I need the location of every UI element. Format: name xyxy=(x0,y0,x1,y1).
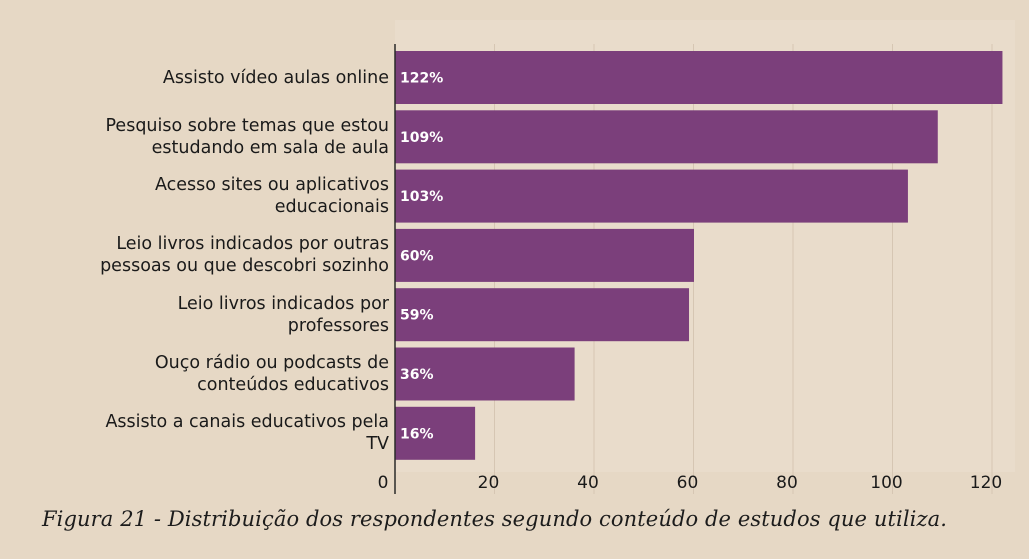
data-label: 60% xyxy=(400,248,434,264)
bar xyxy=(395,110,938,164)
x-tick-label: 0 xyxy=(378,473,389,493)
data-label: 59% xyxy=(400,308,434,324)
data-label: 16% xyxy=(400,426,434,442)
bar xyxy=(395,169,908,223)
category-label: Ouço rádio ou podcasts de conteúdos educ… xyxy=(154,353,389,395)
x-tick-label: 120 xyxy=(970,473,1002,493)
category-label: Assisto a canais educativos pela TV xyxy=(105,412,389,455)
data-label: 122% xyxy=(400,71,443,87)
bar xyxy=(395,406,476,460)
data-label: 103% xyxy=(400,189,443,205)
category-label: Pesquiso sobre temas que estou estudando… xyxy=(105,115,390,158)
x-tick-label: 80 xyxy=(776,473,798,493)
bar xyxy=(395,288,690,342)
category-label: Leio livros indicados por outras pessoas… xyxy=(100,234,389,277)
category-label: Leio livros indicados por professores xyxy=(177,293,389,336)
x-tick-label: 60 xyxy=(677,473,699,493)
bar-chart: 122% 109% 103% 60% 59% 36% 16% 0 20 40 60 80 100 120 xyxy=(377,44,1003,494)
bar xyxy=(395,347,575,401)
category-label: Assisto vídeo aulas online xyxy=(162,67,389,88)
data-label: 109% xyxy=(400,130,443,146)
figure-caption: Figura 21 - Distribuição dos respondente… xyxy=(42,507,948,531)
bar xyxy=(395,51,1003,104)
x-axis-ticks: 0 20 40 60 80 100 120 xyxy=(378,473,1003,493)
bars xyxy=(395,51,1003,460)
data-labels: 122% 109% 103% 60% 59% 36% 16% xyxy=(400,71,443,443)
data-label: 36% xyxy=(400,367,434,383)
x-tick-label: 100 xyxy=(870,473,902,493)
category-label: Acesso sites ou aplicativos educacionais xyxy=(154,175,389,218)
x-tick-label: 40 xyxy=(577,473,599,493)
x-tick-label: 20 xyxy=(478,473,500,493)
bar xyxy=(395,228,694,282)
